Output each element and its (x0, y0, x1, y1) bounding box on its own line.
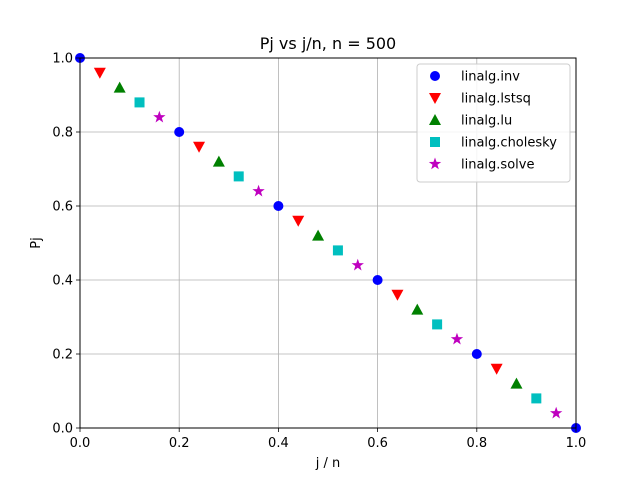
legend-item: linalg.lstsq (429, 92, 531, 107)
data-point (193, 141, 206, 153)
data-point (471, 349, 482, 359)
legend-marker (428, 157, 442, 170)
legend-label: linalg.lu (461, 114, 512, 129)
y-tick-label: 0.2 (52, 348, 73, 363)
legend-item: linalg.solve (428, 157, 534, 173)
x-tick-label: 0.0 (70, 436, 91, 451)
legend-item: linalg.cholesky (430, 136, 557, 151)
data-point (93, 67, 106, 79)
series-linalg-lu (113, 81, 523, 389)
data-point (292, 215, 305, 227)
y-tick-label: 1.0 (52, 52, 73, 67)
data-point (510, 377, 523, 389)
data-point (153, 110, 166, 123)
legend-marker (430, 137, 440, 147)
legend-marker (429, 93, 441, 104)
legend-label: linalg.solve (461, 158, 534, 173)
y-tick-label: 0.0 (52, 422, 73, 437)
data-point (432, 319, 443, 330)
data-point (411, 303, 424, 315)
legend-item: linalg.lu (429, 114, 512, 129)
data-markers (75, 53, 581, 433)
data-point (212, 155, 225, 167)
x-tick-label: 0.2 (169, 436, 190, 451)
legend-label: linalg.lstsq (461, 92, 531, 107)
data-point (549, 406, 563, 419)
data-point (174, 127, 185, 137)
legend: linalg.inv linalg.lstsq linalg.lu linalg.ch… (416, 63, 571, 183)
data-point (252, 184, 265, 197)
chart-title: Pj vs j/n, n = 500 (260, 34, 396, 53)
legend-label: linalg.cholesky (461, 136, 557, 151)
x-tick-label: 0.4 (268, 436, 289, 451)
data-point (391, 289, 404, 301)
series-linalg-lstsq (93, 67, 503, 375)
x-tick-label: 0.6 (367, 436, 388, 451)
legend-marker (430, 71, 440, 81)
y-tick-label: 0.4 (52, 274, 73, 289)
data-point (372, 275, 383, 285)
axis-ticks: 0.0 0.2 0.4 0.6 0.8 1.0 0.0 0.2 0.4 0.6 0.8 1.0 (52, 52, 586, 452)
y-axis-label: Pj (29, 237, 44, 248)
y-tick-label: 0.6 (52, 200, 73, 215)
y-tick-label: 0.8 (52, 126, 73, 141)
data-point (312, 229, 325, 241)
data-point (450, 332, 464, 345)
data-point (233, 171, 244, 182)
series-linalg-solve (153, 110, 563, 419)
data-point (134, 97, 145, 108)
plot-frame (79, 57, 577, 429)
data-point (113, 81, 126, 93)
x-tick-label: 1.0 (566, 436, 587, 451)
x-axis-label: j / n (315, 456, 341, 471)
series-linalg-cholesky (134, 97, 542, 404)
data-point (531, 393, 542, 404)
legend-box (416, 63, 571, 183)
data-point (490, 363, 503, 375)
data-point (273, 201, 284, 211)
x-tick-label: 0.8 (466, 436, 487, 451)
data-point (332, 245, 343, 256)
legend-item: linalg.inv (430, 70, 520, 85)
legend-label: linalg.inv (461, 70, 520, 85)
legend-marker (429, 114, 441, 125)
data-point (351, 258, 364, 271)
